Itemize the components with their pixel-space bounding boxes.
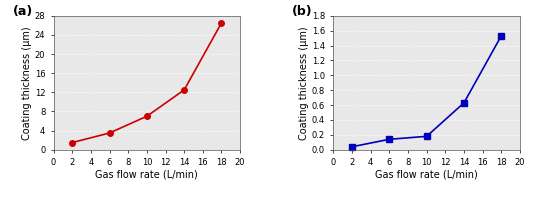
X-axis label: Gas flow rate (L/min): Gas flow rate (L/min) [95,170,198,180]
Y-axis label: Coating thickness (μm): Coating thickness (μm) [299,26,309,139]
Y-axis label: Coating thickness (μm): Coating thickness (μm) [22,26,32,139]
Text: (a): (a) [12,5,33,18]
Text: (b): (b) [292,5,313,18]
X-axis label: Gas flow rate (L/min): Gas flow rate (L/min) [375,170,478,180]
